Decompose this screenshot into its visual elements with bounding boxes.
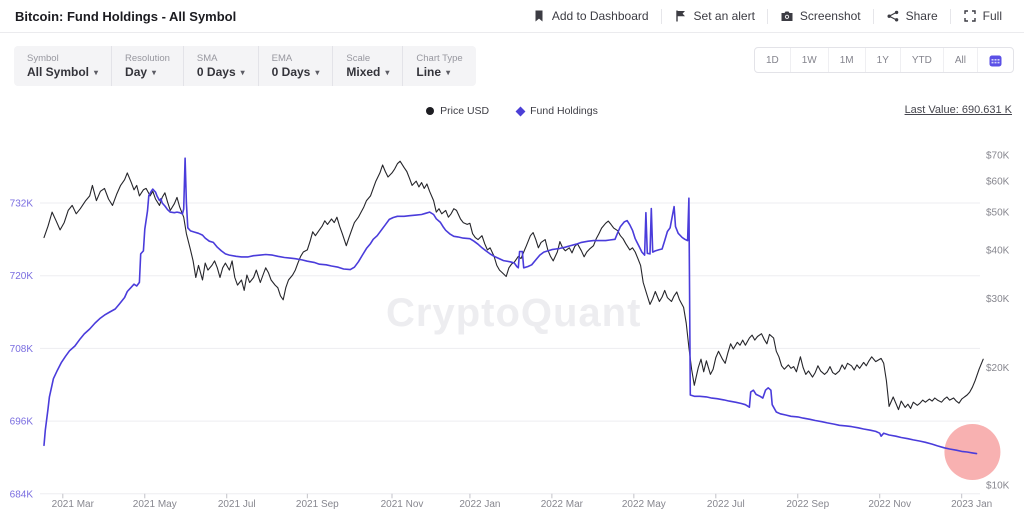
chart-type-value: Line bbox=[416, 65, 442, 79]
scale-dropdown[interactable]: Scale Mixed ▾ bbox=[333, 46, 404, 86]
range-all[interactable]: All bbox=[944, 48, 978, 72]
legend-item-fund-holdings[interactable]: Fund Holdings bbox=[515, 105, 598, 117]
chevron-down-icon: ▾ bbox=[315, 67, 320, 77]
right-axis-tick-label: $20K bbox=[986, 363, 1010, 374]
range-1d[interactable]: 1D bbox=[755, 48, 791, 72]
time-range-control: 1D 1W 1M 1Y YTD All bbox=[753, 47, 1014, 73]
symbol-label: Symbol bbox=[27, 53, 59, 64]
chart-type-label: Chart Type bbox=[416, 53, 463, 64]
range-1y[interactable]: 1Y bbox=[866, 48, 901, 72]
watermark: CryptoQuant bbox=[386, 291, 642, 335]
fullscreen-label: Full bbox=[982, 9, 1002, 23]
x-axis-tick-label: 2021 May bbox=[133, 499, 177, 510]
ema-dropdown[interactable]: EMA 0 Days ▾ bbox=[259, 46, 334, 86]
screenshot-label: Screenshot bbox=[799, 9, 861, 23]
chevron-down-icon: ▾ bbox=[385, 67, 390, 77]
price-usd-marker-icon bbox=[426, 107, 435, 115]
x-axis-tick-label: 2023 Jan bbox=[951, 499, 992, 510]
series-line-price-usd[interactable] bbox=[43, 160, 984, 411]
bookmark-icon bbox=[532, 9, 546, 23]
ema-value: 0 Days bbox=[271, 65, 311, 79]
scale-value: Mixed bbox=[346, 65, 381, 79]
x-axis-tick-label: 2022 Sep bbox=[786, 499, 829, 510]
left-axis-tick-label: 732K bbox=[10, 199, 34, 210]
add-to-dashboard-label: Add to Dashboard bbox=[551, 9, 649, 23]
x-axis-tick-label: 2022 Jan bbox=[459, 499, 500, 510]
resolution-value: Day bbox=[125, 65, 148, 79]
resolution-dropdown[interactable]: Resolution Day ▾ bbox=[112, 46, 184, 86]
legend: Price USD Fund Holdings bbox=[0, 101, 1024, 121]
highlight-circle-annotation bbox=[944, 423, 1001, 480]
symbol-dropdown[interactable]: Symbol All Symbol ▾ bbox=[14, 46, 113, 86]
resolution-label: Resolution bbox=[125, 53, 170, 64]
chevron-down-icon: ▾ bbox=[446, 67, 451, 77]
add-to-dashboard-button[interactable]: Add to Dashboard bbox=[520, 5, 661, 27]
date-picker-button[interactable] bbox=[978, 48, 1013, 72]
scale-label: Scale bbox=[346, 53, 371, 64]
sma-value: 0 Days bbox=[196, 65, 236, 79]
sma-dropdown[interactable]: SMA 0 Days ▾ bbox=[184, 46, 259, 86]
x-axis-tick-label: 2021 Mar bbox=[52, 499, 95, 510]
sma-label: SMA bbox=[196, 53, 218, 64]
x-axis-tick-label: 2021 Nov bbox=[381, 499, 424, 510]
right-axis-tick-label: $60K bbox=[986, 177, 1010, 188]
screenshot-button[interactable]: Screenshot bbox=[768, 5, 873, 27]
x-axis-tick-label: 2022 May bbox=[622, 499, 666, 510]
range-1w[interactable]: 1W bbox=[791, 48, 829, 72]
chart-type-dropdown[interactable]: Chart Type Line ▾ bbox=[403, 46, 475, 86]
left-axis-tick-label: 684K bbox=[10, 489, 34, 500]
left-axis-tick-label: 696K bbox=[10, 417, 34, 428]
right-axis-tick-label: $10K bbox=[986, 481, 1010, 492]
legend-item-price-usd[interactable]: Price USD bbox=[426, 105, 489, 117]
divider bbox=[766, 8, 768, 24]
header-actions: Add to Dashboard Set an alert Screenshot… bbox=[520, 5, 1024, 27]
legend-fund-holdings-label: Fund Holdings bbox=[530, 105, 598, 117]
fund-holdings-marker-icon bbox=[515, 106, 526, 116]
left-axis-tick-label: 708K bbox=[10, 344, 34, 355]
x-axis-tick-label: 2021 Jul bbox=[218, 499, 256, 510]
right-axis-tick-label: $70K bbox=[986, 151, 1010, 162]
set-alert-label: Set an alert bbox=[693, 9, 755, 23]
right-axis-tick-label: $50K bbox=[986, 208, 1010, 219]
share-label: Share bbox=[905, 9, 938, 23]
x-axis-tick-label: 2021 Sep bbox=[296, 499, 339, 510]
page-title: Bitcoin: Fund Holdings - All Symbol bbox=[15, 8, 237, 24]
camera-icon bbox=[780, 9, 794, 23]
chevron-down-icon: ▾ bbox=[152, 67, 157, 77]
share-button[interactable]: Share bbox=[874, 5, 950, 27]
divider bbox=[949, 8, 951, 24]
divider bbox=[660, 8, 662, 24]
symbol-value: All Symbol bbox=[27, 65, 90, 79]
chart-controls: Symbol All Symbol ▾ Resolution Day ▾ SMA 0… bbox=[14, 46, 476, 86]
left-axis-tick-label: 720K bbox=[10, 271, 34, 282]
chevron-down-icon: ▾ bbox=[94, 67, 99, 77]
header-bar: Bitcoin: Fund Holdings - All Symbol Add … bbox=[0, 0, 1024, 33]
x-axis-tick-label: 2022 Nov bbox=[868, 499, 911, 510]
fullscreen-button[interactable]: Full bbox=[951, 5, 1014, 27]
calendar-icon bbox=[989, 54, 1002, 67]
right-axis-tick-label: $30K bbox=[986, 294, 1010, 305]
x-axis-tick-label: 2022 Mar bbox=[541, 499, 584, 510]
range-1m[interactable]: 1M bbox=[829, 48, 866, 72]
x-axis-tick-label: 2022 Jul bbox=[707, 499, 745, 510]
expand-icon bbox=[963, 9, 977, 23]
share-icon bbox=[886, 9, 900, 23]
range-ytd[interactable]: YTD bbox=[901, 48, 944, 72]
chevron-down-icon: ▾ bbox=[240, 67, 245, 77]
right-axis-tick-label: $40K bbox=[986, 245, 1010, 256]
legend-price-usd-label: Price USD bbox=[440, 105, 490, 117]
series-line-fund-holdings[interactable] bbox=[43, 157, 978, 455]
set-alert-button[interactable]: Set an alert bbox=[662, 5, 767, 27]
ema-label: EMA bbox=[271, 53, 293, 64]
divider bbox=[872, 8, 874, 24]
flag-icon bbox=[674, 9, 688, 23]
last-value-badge[interactable]: Last Value: 690.631 K bbox=[904, 104, 1012, 116]
